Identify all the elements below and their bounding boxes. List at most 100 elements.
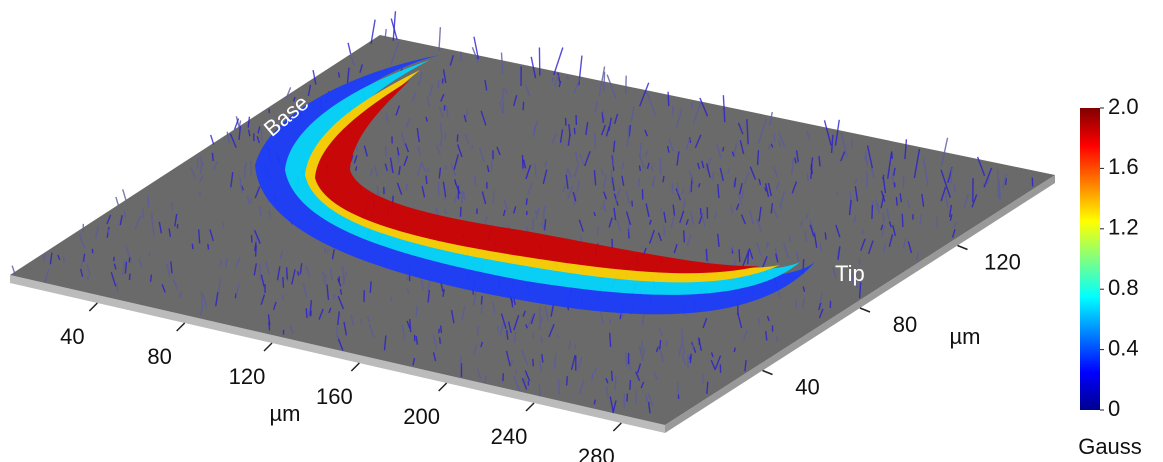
field-vector	[407, 276, 408, 280]
field-vector	[601, 205, 602, 210]
field-vector	[937, 215, 938, 227]
x-tick	[439, 383, 447, 391]
field-vector	[660, 340, 661, 349]
x-tick	[177, 323, 185, 331]
field-vector	[251, 235, 252, 242]
field-vector	[693, 344, 694, 349]
field-vector	[896, 197, 897, 205]
annotation: Tip	[835, 261, 865, 286]
field-vector	[748, 250, 749, 265]
field-vector	[807, 173, 808, 181]
colorbar-tick-label: 1.6	[1108, 154, 1139, 179]
field-vector	[386, 146, 387, 157]
field-vector	[223, 223, 224, 228]
colorbar-label: Gauss	[1078, 434, 1142, 459]
field-vector	[370, 281, 371, 292]
field-vector	[559, 379, 560, 395]
x-tick	[526, 403, 534, 411]
field-vector	[325, 248, 326, 253]
field-vector	[663, 176, 664, 182]
field-vector	[837, 191, 838, 195]
field-vector	[440, 337, 441, 344]
y-tick-label: 40	[795, 374, 819, 399]
field-vector	[478, 326, 479, 335]
field-vector	[872, 205, 873, 219]
field-vector	[739, 249, 740, 262]
field-vector	[894, 182, 895, 187]
field-vector	[592, 373, 593, 381]
field-vector	[682, 329, 683, 341]
field-vector	[707, 382, 708, 394]
field-vector	[460, 356, 461, 368]
field-vector	[902, 214, 903, 227]
field-vector	[554, 47, 563, 74]
field-vector	[201, 292, 202, 306]
field-vector	[503, 102, 504, 113]
field-vector	[283, 277, 284, 288]
field-vector	[208, 244, 209, 249]
field-vector	[610, 333, 611, 347]
field-vector	[410, 319, 411, 332]
field-vector	[533, 359, 534, 366]
field-vector	[567, 376, 568, 385]
x-tick	[613, 423, 621, 431]
field-vector	[732, 209, 733, 214]
x-tick-label: 160	[316, 384, 353, 409]
field-vector	[533, 333, 534, 338]
x-tick-label: 80	[147, 344, 171, 369]
field-vector	[779, 140, 780, 147]
field-vector	[639, 165, 640, 170]
field-vector	[900, 193, 901, 202]
field-vector	[124, 211, 125, 218]
colorbar	[1080, 108, 1100, 410]
field-vector	[758, 150, 759, 165]
field-vector	[516, 370, 517, 374]
field-vector	[569, 341, 570, 350]
field-vector	[491, 160, 492, 171]
field-vector	[594, 400, 595, 405]
field-vector	[612, 371, 613, 381]
field-vector	[690, 356, 691, 363]
colorbar-tick-label: 0.4	[1108, 335, 1139, 360]
field-vector	[116, 197, 119, 206]
y-axis-label: µm	[949, 324, 980, 349]
field-vector	[88, 275, 89, 280]
colorbar-tick-label: 0.8	[1108, 275, 1139, 300]
field-vector	[256, 245, 257, 257]
field-vector	[523, 155, 524, 168]
field-vector	[348, 43, 351, 54]
y-tick	[860, 308, 870, 312]
field-vector	[506, 89, 507, 93]
field-vector	[998, 169, 999, 198]
field-vector	[63, 257, 64, 263]
colorbar-tick-label: 0	[1108, 396, 1120, 421]
x-tick-label: 120	[229, 364, 266, 389]
field-vector	[533, 218, 534, 230]
field-vector	[212, 153, 213, 161]
field-vector	[825, 232, 826, 239]
x-tick	[89, 303, 97, 311]
field-vector	[327, 249, 328, 253]
field-vector	[460, 207, 461, 217]
field-vector	[84, 254, 85, 262]
y-tick-label: 80	[893, 312, 917, 337]
y-tick	[763, 371, 773, 375]
field-vector	[552, 77, 553, 82]
y-tick	[958, 246, 968, 250]
field-vector	[438, 182, 439, 196]
page: {"chart_data": {"type": "vector-field", …	[0, 0, 1163, 462]
x-tick	[264, 343, 272, 351]
field-vector	[356, 166, 357, 171]
field-vector	[892, 153, 893, 159]
field-vector	[684, 230, 685, 242]
field-vector	[713, 172, 714, 180]
field-vector	[287, 267, 288, 279]
field-vector	[677, 183, 678, 194]
field-vector	[123, 189, 126, 200]
field-vector	[613, 154, 614, 167]
field-vector	[197, 158, 198, 168]
x-tick	[351, 363, 359, 371]
x-tick-label: 240	[491, 424, 528, 449]
field-vector	[441, 326, 442, 334]
field-vector	[883, 213, 884, 223]
